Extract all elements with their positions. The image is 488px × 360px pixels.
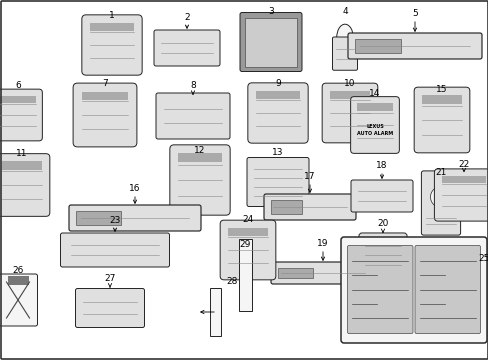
Text: 10: 10: [344, 79, 355, 88]
Text: 6: 6: [15, 81, 21, 90]
FancyBboxPatch shape: [350, 180, 412, 212]
Bar: [244, 18, 296, 67]
Text: 2: 2: [184, 13, 189, 22]
FancyBboxPatch shape: [240, 13, 302, 72]
Bar: [238, 239, 251, 311]
Text: 15: 15: [435, 85, 447, 94]
Bar: [441, 176, 486, 183]
FancyBboxPatch shape: [0, 154, 50, 216]
Text: 25: 25: [477, 254, 488, 263]
FancyBboxPatch shape: [69, 205, 201, 231]
Circle shape: [429, 186, 450, 207]
Text: 21: 21: [434, 168, 446, 177]
Text: 26: 26: [12, 266, 23, 275]
Text: 12: 12: [194, 146, 205, 155]
FancyBboxPatch shape: [358, 233, 406, 277]
FancyBboxPatch shape: [61, 233, 169, 267]
Bar: [421, 95, 461, 104]
FancyBboxPatch shape: [413, 87, 469, 153]
FancyBboxPatch shape: [169, 145, 230, 215]
Bar: [178, 153, 222, 162]
FancyBboxPatch shape: [0, 89, 42, 141]
Text: 27: 27: [104, 274, 116, 283]
Text: 5: 5: [411, 9, 417, 18]
FancyBboxPatch shape: [322, 83, 377, 143]
FancyBboxPatch shape: [247, 83, 307, 143]
Text: 11: 11: [16, 149, 28, 158]
Bar: [270, 201, 301, 213]
Text: 7: 7: [102, 79, 108, 88]
Bar: [7, 276, 28, 285]
FancyBboxPatch shape: [421, 171, 460, 235]
FancyBboxPatch shape: [154, 30, 220, 66]
Text: 28: 28: [226, 277, 237, 286]
Bar: [81, 92, 128, 100]
Text: 4: 4: [342, 7, 347, 16]
Text: 16: 16: [129, 184, 141, 193]
Text: 22: 22: [457, 160, 468, 169]
Text: 8: 8: [190, 81, 196, 90]
Text: 9: 9: [275, 79, 280, 88]
Text: 3: 3: [267, 7, 273, 16]
Text: 14: 14: [368, 89, 380, 98]
Text: 1: 1: [109, 11, 115, 20]
Bar: [2, 161, 42, 170]
Text: 19: 19: [317, 239, 328, 248]
Bar: [227, 228, 267, 236]
FancyBboxPatch shape: [347, 246, 412, 333]
Bar: [354, 39, 400, 53]
FancyBboxPatch shape: [332, 37, 357, 70]
Bar: [329, 91, 369, 99]
FancyBboxPatch shape: [270, 262, 374, 284]
Bar: [0, 96, 36, 103]
FancyBboxPatch shape: [264, 194, 355, 220]
Bar: [365, 239, 400, 245]
FancyBboxPatch shape: [73, 83, 137, 147]
FancyBboxPatch shape: [246, 158, 308, 207]
Text: LEXUS
AUTO ALARM: LEXUS AUTO ALARM: [356, 125, 392, 136]
Bar: [209, 288, 220, 336]
Text: 20: 20: [377, 219, 388, 228]
Text: 18: 18: [375, 161, 387, 170]
Bar: [256, 91, 299, 99]
Bar: [278, 267, 312, 278]
Text: 17: 17: [304, 172, 315, 181]
FancyBboxPatch shape: [81, 15, 142, 75]
FancyBboxPatch shape: [340, 237, 486, 343]
Bar: [357, 103, 392, 111]
Text: 13: 13: [272, 148, 283, 157]
Bar: [90, 23, 134, 31]
FancyBboxPatch shape: [347, 33, 481, 59]
Text: 23: 23: [109, 216, 121, 225]
FancyBboxPatch shape: [433, 169, 488, 221]
Text: 29: 29: [239, 240, 250, 249]
Text: 24: 24: [242, 215, 253, 224]
FancyBboxPatch shape: [220, 220, 275, 280]
FancyBboxPatch shape: [0, 274, 38, 326]
Bar: [76, 211, 121, 225]
FancyBboxPatch shape: [156, 93, 229, 139]
FancyBboxPatch shape: [414, 246, 480, 333]
FancyBboxPatch shape: [350, 96, 399, 153]
FancyBboxPatch shape: [75, 288, 144, 328]
Ellipse shape: [336, 24, 352, 51]
